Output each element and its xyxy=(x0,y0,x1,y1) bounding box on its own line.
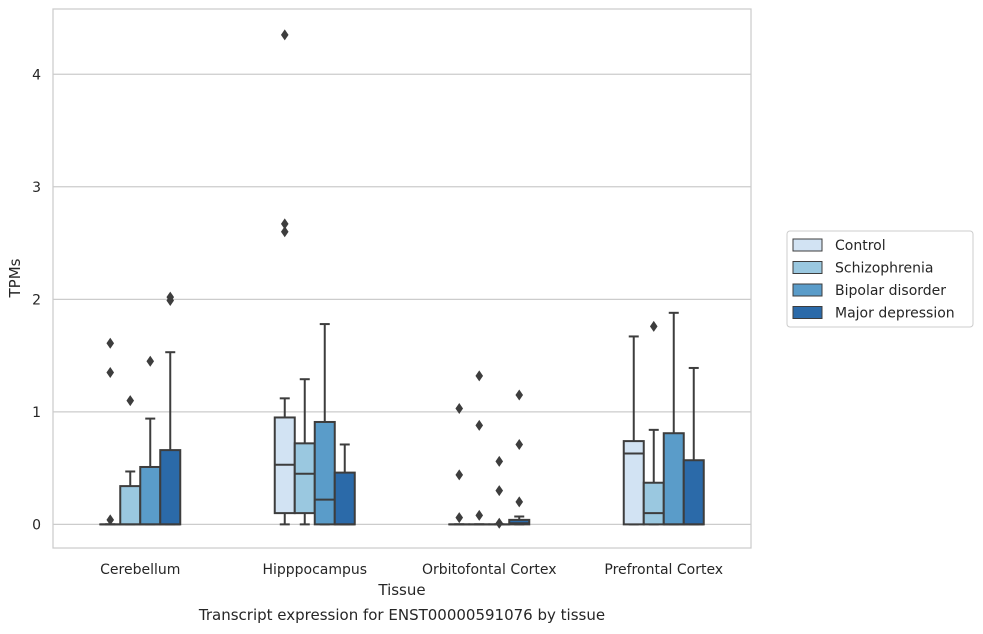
box xyxy=(139,465,162,526)
box-group xyxy=(313,323,336,526)
box-group xyxy=(642,320,665,526)
legend-label: Bipolar disorder xyxy=(835,283,946,299)
outlier-point xyxy=(455,402,464,414)
outlier-point xyxy=(455,469,464,481)
box-group xyxy=(468,370,491,526)
y-tick-label: 2 xyxy=(32,292,41,308)
legend-frame xyxy=(786,230,974,328)
box xyxy=(293,442,316,515)
outlier-point xyxy=(475,509,484,521)
outlier-point xyxy=(166,291,175,303)
outlier-point xyxy=(455,512,464,524)
box-group xyxy=(508,389,531,526)
outlier-point xyxy=(106,337,115,349)
outlier-point xyxy=(280,218,289,230)
figure-caption: Transcript expression for ENST0000059107… xyxy=(198,606,606,624)
outlier-point xyxy=(106,366,115,378)
box-group xyxy=(99,337,122,526)
y-axis-label: TPMs xyxy=(6,258,24,298)
box-group xyxy=(488,455,511,529)
box xyxy=(333,471,356,526)
legend-label: Schizophrenia xyxy=(835,261,933,277)
outlier-point xyxy=(146,355,155,367)
box-group xyxy=(448,402,471,526)
legend-label: Major depression xyxy=(835,306,955,322)
plot-frame xyxy=(52,8,752,549)
x-tick-label: Hipppocampus xyxy=(262,562,367,578)
box-group xyxy=(333,443,356,526)
outlier-point xyxy=(515,496,524,508)
outlier-point xyxy=(649,320,658,332)
box-group xyxy=(662,311,685,526)
outlier-point xyxy=(515,438,524,450)
outlier-point xyxy=(495,485,504,497)
x-axis-label: Tissue xyxy=(377,581,425,599)
outlier-point xyxy=(475,419,484,431)
outlier-point xyxy=(495,455,504,467)
outlier-point xyxy=(280,29,289,41)
box-group xyxy=(159,291,182,526)
box xyxy=(313,420,336,526)
x-tick-labels: Cerebellum Hipppocampus Orbitofontal Corte… xyxy=(100,562,723,578)
legend-label: Control xyxy=(835,238,886,254)
box xyxy=(642,481,665,526)
box-plot-marks xyxy=(99,29,705,529)
legend-swatch xyxy=(792,261,823,274)
legend-swatch xyxy=(792,306,823,319)
legend: Control Schizophrenia Bipolar disorder Majo… xyxy=(786,230,974,328)
box xyxy=(682,459,705,526)
outlier-point xyxy=(515,389,524,401)
box xyxy=(159,449,182,526)
box-group xyxy=(682,366,705,526)
legend-swatch xyxy=(792,238,823,252)
y-tick-label: 1 xyxy=(32,405,41,421)
box xyxy=(119,485,142,526)
y-tick-label: 0 xyxy=(32,517,41,533)
y-tick-labels: 0 1 2 3 4 xyxy=(32,67,41,533)
y-tick-label: 4 xyxy=(32,67,41,83)
x-tick-label: Orbitofontal Cortex xyxy=(422,562,557,578)
box xyxy=(508,518,531,526)
box-group xyxy=(139,355,162,526)
box-group xyxy=(622,335,645,526)
legend-swatch xyxy=(792,283,823,297)
x-tick-label: Prefrontal Cortex xyxy=(604,562,723,578)
outlier-point xyxy=(280,226,289,238)
outlier-point xyxy=(495,517,504,529)
y-tick-label: 3 xyxy=(32,180,41,196)
grid-lines xyxy=(53,73,751,525)
box-group xyxy=(293,378,316,526)
outlier-point xyxy=(475,370,484,382)
outlier-point xyxy=(106,514,115,526)
x-tick-label: Cerebellum xyxy=(100,562,180,578)
box-group xyxy=(273,29,296,526)
box xyxy=(662,432,685,526)
outlier-point xyxy=(126,395,135,407)
box-group xyxy=(119,395,142,526)
